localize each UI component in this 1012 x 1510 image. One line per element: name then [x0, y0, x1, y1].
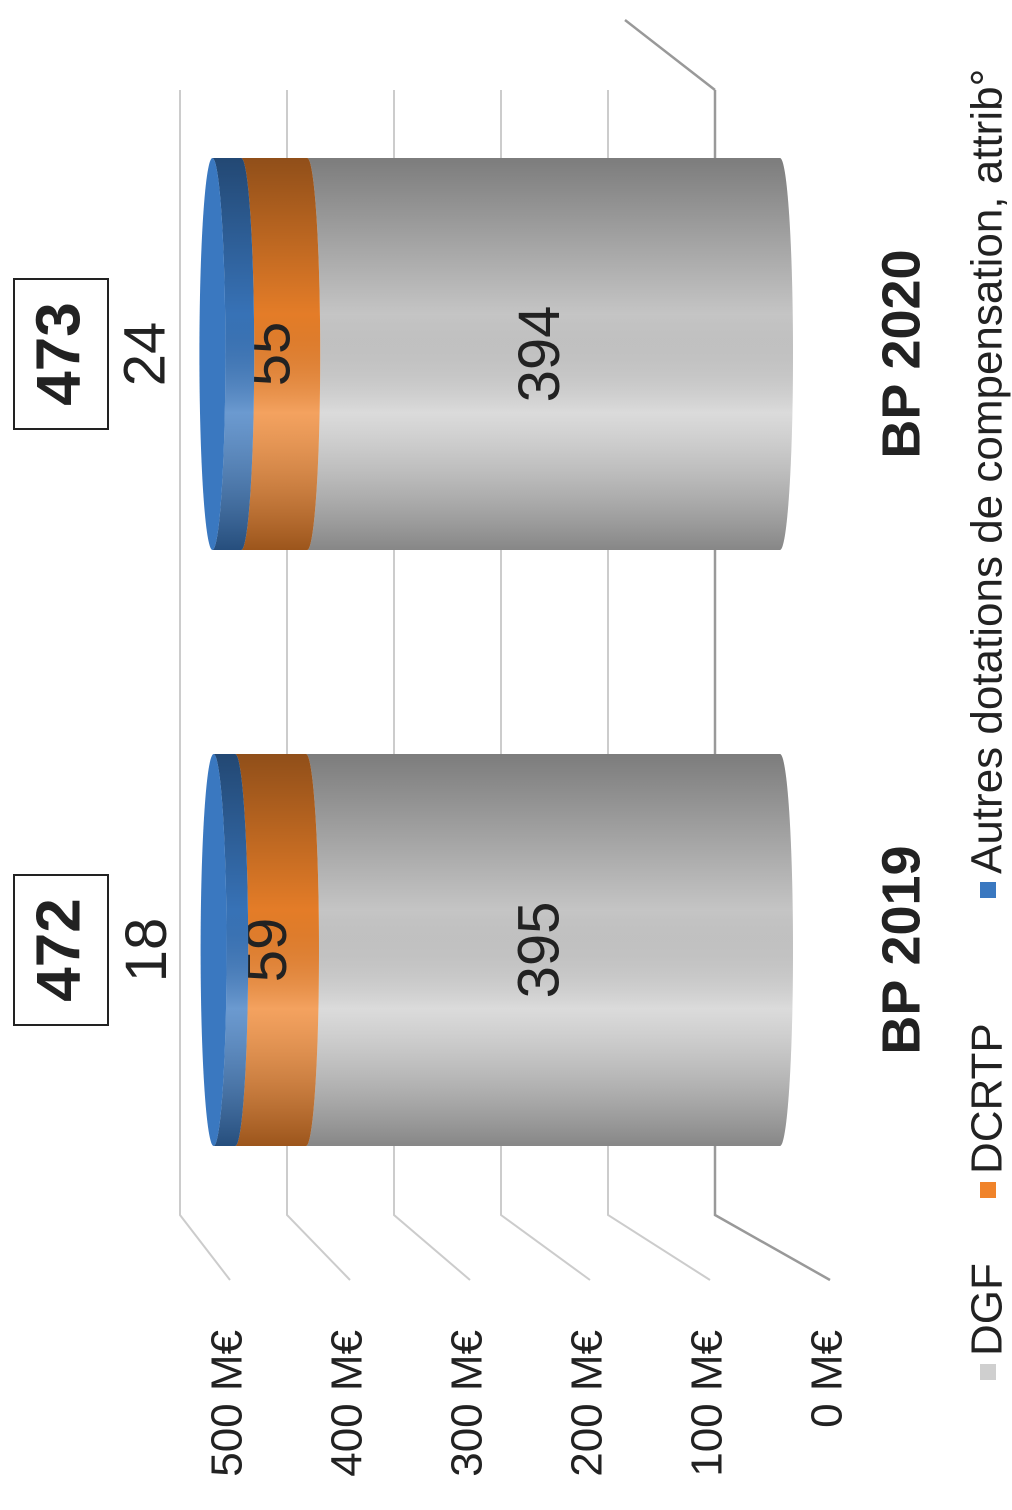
y-tick-label: 200 M€	[563, 1330, 612, 1477]
total-label: 473	[24, 302, 93, 405]
value-label: 394	[507, 306, 572, 403]
segment-shade	[213, 754, 249, 1146]
total-box	[13, 278, 109, 430]
segment-shade	[212, 158, 255, 550]
bar-segment	[241, 158, 321, 550]
back-edge	[624, 19, 716, 91]
segment-shade	[235, 754, 319, 1146]
bar-segment	[199, 158, 255, 550]
legend-label: DGF	[963, 1263, 1012, 1356]
x-tick-label: BP 2020	[871, 249, 931, 458]
y-tick-label: 0 M€	[803, 1330, 852, 1428]
cylinder-top	[199, 158, 226, 550]
x-tick-label: BP 2019	[871, 845, 931, 1054]
y-tick-label: 100 M€	[683, 1330, 732, 1477]
value-label: 395	[506, 902, 571, 999]
plot: 0 M€100 M€200 M€300 M€400 M€500 M€395591…	[13, 19, 1012, 1477]
value-label: 24	[113, 322, 178, 387]
total-label: 472	[24, 898, 93, 1001]
segment-shade	[241, 158, 321, 550]
legend-label: Autres dotations de compensation, attrib…	[963, 69, 1012, 874]
legend-swatch	[980, 882, 996, 898]
total-box	[13, 874, 109, 1026]
segment-shade	[307, 158, 793, 550]
cylinder-top	[200, 754, 227, 1146]
bar-segment	[307, 158, 793, 550]
y-tick-label: 500 M€	[203, 1330, 252, 1477]
legend-swatch	[980, 1182, 996, 1198]
legend-swatch	[980, 1364, 996, 1380]
bar-segment	[200, 754, 249, 1146]
value-label: 18	[114, 918, 179, 983]
grid-line	[179, 90, 231, 1281]
legend-label: DCRTP	[963, 1023, 1012, 1174]
segment-shade	[306, 754, 793, 1146]
y-tick-label: 300 M€	[443, 1330, 492, 1477]
bar-segment	[235, 754, 319, 1146]
y-tick-label: 400 M€	[323, 1330, 372, 1477]
bar-segment	[306, 754, 793, 1146]
